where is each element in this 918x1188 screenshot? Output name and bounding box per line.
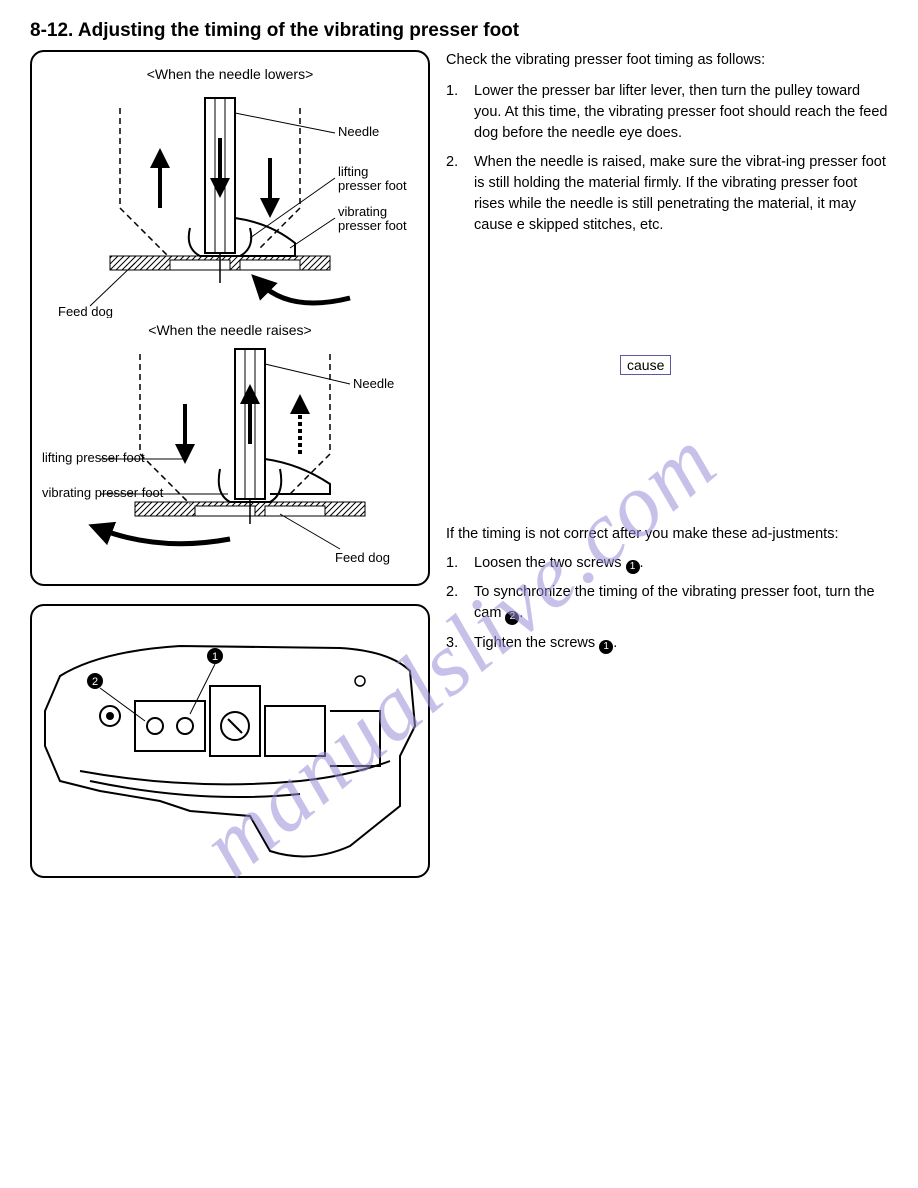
adj3-a: Tighten the screws [474, 635, 599, 651]
section-title: 8-12. Adjusting the timing of the vibrat… [30, 20, 888, 42]
d2-label-vib: vibrating presser foot [42, 485, 164, 500]
cause-highlight: cause [620, 355, 671, 375]
d1-label-needle: Needle [338, 124, 379, 139]
diagram-box-1: <When the needle lowers> [30, 50, 430, 586]
adj-3-num: 3. [446, 633, 464, 654]
adj-2-num: 2. [446, 582, 464, 624]
step-1-text: Lower the presser bar lifter lever, then… [474, 81, 888, 144]
diagram2-caption: <When the needle raises> [40, 322, 420, 338]
check-steps: 1. Lower the presser bar lifter lever, t… [446, 81, 888, 236]
adj2-b: . [519, 605, 523, 621]
diagram3-svg: 1 2 [40, 616, 420, 866]
step-2-text: When the needle is raised, make sure the… [474, 152, 888, 236]
diagram1-svg: Needle lifting presser foot vibrating pr… [40, 88, 420, 318]
svg-text:1: 1 [212, 651, 218, 663]
d2-label-needle: Needle [353, 376, 394, 391]
adjust-steps: 1. Loosen the two screws 1. 2. To synchr… [446, 553, 888, 654]
diagram-box-2: 1 2 [30, 604, 430, 878]
d1-label-lifting2: presser foot [338, 178, 407, 193]
adj-step-1: 1. Loosen the two screws 1. [446, 553, 888, 574]
adjust-intro: If the timing is not correct after you m… [446, 524, 888, 545]
step-2: 2. When the needle is raised, make sure … [446, 152, 888, 236]
right-column: Check the vibrating presser foot timing … [446, 50, 888, 896]
circ-1b-icon: 1 [599, 640, 613, 654]
circ-2-icon: 2 [505, 611, 519, 625]
adj3-b: . [613, 635, 617, 651]
diagram1-caption: <When the needle lowers> [40, 66, 420, 82]
d2-label-lifting: lifting presser foot [42, 450, 145, 465]
d2-label-feeddog: Feed dog [335, 550, 390, 565]
adj-step-3: 3. Tighten the screws 1. [446, 633, 888, 654]
diagram2-svg: Needle lifting presser foot vibrating pr… [40, 344, 420, 574]
adj2-a: To synchronize the timing of the vibrati… [474, 584, 875, 621]
step-2-num: 2. [446, 152, 464, 236]
adj-2-text: To synchronize the timing of the vibrati… [474, 582, 888, 624]
d1-label-feeddog: Feed dog [58, 304, 113, 318]
step-1: 1. Lower the presser bar lifter lever, t… [446, 81, 888, 144]
adj-3-text: Tighten the screws 1. [474, 633, 617, 654]
adj1-a: Loosen the two screws [474, 555, 626, 571]
content-row: <When the needle lowers> [30, 50, 888, 896]
d1-label-vib: vibrating [338, 204, 387, 219]
d1-label-lifting: lifting [338, 164, 368, 179]
spacer [446, 244, 888, 524]
adj1-b: . [640, 555, 644, 571]
adj-1-text: Loosen the two screws 1. [474, 553, 644, 574]
left-column: <When the needle lowers> [30, 50, 430, 896]
svg-text:2: 2 [92, 676, 98, 688]
intro-text: Check the vibrating presser foot timing … [446, 50, 888, 71]
adj-1-num: 1. [446, 553, 464, 574]
adj-step-2: 2. To synchronize the timing of the vibr… [446, 582, 888, 624]
step-1-num: 1. [446, 81, 464, 144]
d1-label-vib2: presser foot [338, 218, 407, 233]
circ-1-icon: 1 [626, 560, 640, 574]
